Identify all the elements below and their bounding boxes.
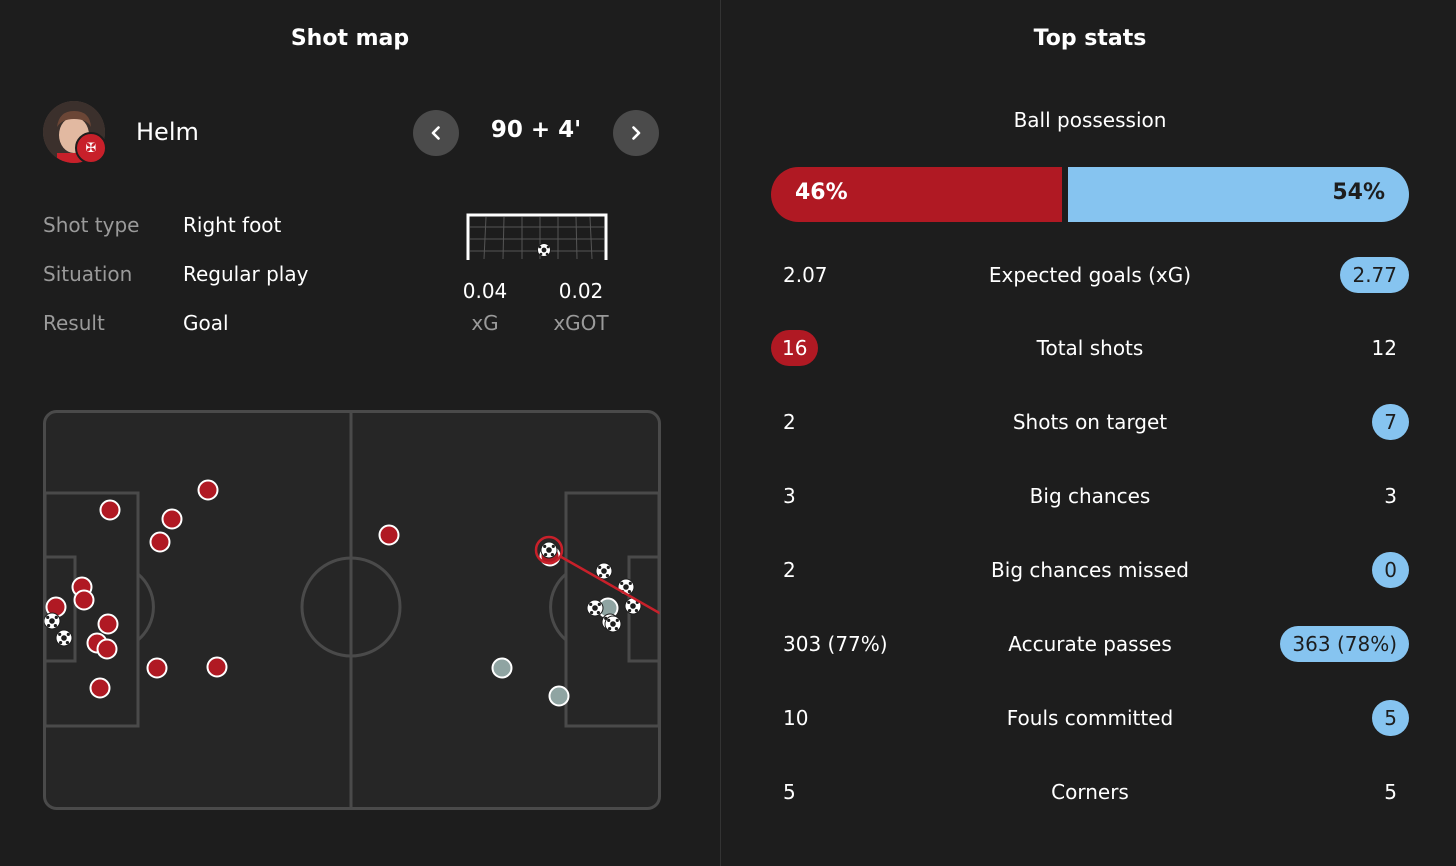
shot-type-label: Shot type xyxy=(43,213,140,237)
home-shot-marker[interactable] xyxy=(206,656,228,678)
stat-name: Big chances missed xyxy=(991,558,1189,582)
stat-row: 5 Corners 5 xyxy=(771,772,1409,812)
stat-away-value: 0 xyxy=(1372,552,1409,588)
home-shot-marker[interactable] xyxy=(73,589,95,611)
stat-away-value: 7 xyxy=(1372,404,1409,440)
selected-shot-ball-icon[interactable] xyxy=(540,541,558,559)
home-shot-marker[interactable] xyxy=(89,677,111,699)
shot-trajectory-line xyxy=(548,548,660,617)
xg-label: xG xyxy=(471,311,499,335)
goal-ball-icon[interactable] xyxy=(44,612,61,630)
home-shot-marker[interactable] xyxy=(99,499,121,521)
possession-home-value: 46% xyxy=(795,180,848,205)
shot-map-pitch xyxy=(43,410,661,810)
home-shot-marker[interactable] xyxy=(161,508,183,530)
goal-ball-icon[interactable] xyxy=(595,562,613,580)
home-shot-marker[interactable] xyxy=(146,657,168,679)
situation-value: Regular play xyxy=(183,262,309,286)
home-shot-marker[interactable] xyxy=(149,531,171,553)
player-name[interactable]: Helm xyxy=(136,118,199,146)
stat-home-value: 3 xyxy=(783,484,796,508)
stat-away-value: 3 xyxy=(1384,484,1397,508)
next-shot-button[interactable] xyxy=(613,110,659,156)
top-stats-title: Top stats xyxy=(1033,26,1147,51)
stat-away-value: 2.77 xyxy=(1340,257,1409,293)
possession-away-value: 54% xyxy=(1332,180,1385,205)
goal-ball-icon xyxy=(537,243,551,257)
stat-home-value: 2.07 xyxy=(783,263,828,287)
stat-name: Fouls committed xyxy=(1006,706,1174,730)
chevron-right-icon xyxy=(632,126,641,140)
shot-minute: 90 + 4' xyxy=(490,117,582,143)
stat-home-value: 16 xyxy=(771,330,819,366)
away-shot-marker[interactable] xyxy=(548,685,570,707)
home-shot-marker[interactable] xyxy=(378,524,400,546)
situation-label: Situation xyxy=(43,262,133,286)
stat-row: 10 Fouls committed 5 xyxy=(771,698,1409,738)
possession-label: Ball possession xyxy=(1013,108,1167,132)
possession-home-segment: 46% xyxy=(771,167,1062,222)
stat-home-value: 2 xyxy=(783,558,796,582)
stat-away-value: 363 (78%) xyxy=(1280,626,1409,662)
result-label: Result xyxy=(43,311,105,335)
stat-row: 303 (77%) Accurate passes 363 (78%) xyxy=(771,624,1409,664)
xgot-label: xGOT xyxy=(553,311,609,335)
stat-away-value: 12 xyxy=(1371,336,1397,360)
stat-away-value: 5 xyxy=(1372,700,1409,736)
xgot-value: 0.02 xyxy=(558,279,604,303)
chevron-left-icon xyxy=(431,126,440,140)
club-badge-icon: ✠ xyxy=(75,132,107,164)
xg-value: 0.04 xyxy=(462,279,508,303)
home-shot-marker[interactable] xyxy=(197,479,219,501)
stat-away-value: 5 xyxy=(1384,780,1397,804)
stat-name: Corners xyxy=(1051,780,1129,804)
goal-ball-icon[interactable] xyxy=(55,629,73,647)
stat-name: Big chances xyxy=(1029,484,1151,508)
selected-shot-ring[interactable] xyxy=(534,535,564,565)
goal-ball-icon[interactable] xyxy=(586,599,604,617)
home-shot-marker[interactable] xyxy=(97,613,119,635)
stat-home-value: 5 xyxy=(783,780,796,804)
stat-name: Shots on target xyxy=(1012,410,1168,434)
result-value: Goal xyxy=(183,311,229,335)
stat-name: Expected goals (xG) xyxy=(988,263,1192,287)
stat-row: 2 Big chances missed 0 xyxy=(771,550,1409,590)
possession-away-segment: 54% xyxy=(1068,167,1409,222)
stat-row: 16 Total shots 12 xyxy=(771,328,1409,368)
stat-name: Total shots xyxy=(1036,336,1144,360)
stat-row: 2 Shots on target 7 xyxy=(771,402,1409,442)
previous-shot-button[interactable] xyxy=(413,110,459,156)
stat-row: 3 Big chances 3 xyxy=(771,476,1409,516)
panel-divider xyxy=(720,0,721,866)
goal-ball-icon[interactable] xyxy=(604,615,622,633)
away-shot-marker[interactable] xyxy=(491,657,513,679)
home-shot-marker[interactable] xyxy=(96,638,118,660)
shot-map-title: Shot map xyxy=(290,26,410,51)
stat-home-value: 2 xyxy=(783,410,796,434)
shot-type-value: Right foot xyxy=(183,213,282,237)
possession-bar: 46% 54% xyxy=(771,167,1409,222)
stat-home-value: 303 (77%) xyxy=(783,632,888,656)
stat-name: Accurate passes xyxy=(1008,632,1172,656)
goal-frame-diagram xyxy=(466,213,608,260)
stat-row: 2.07 Expected goals (xG) 2.77 xyxy=(771,255,1409,295)
stat-home-value: 10 xyxy=(783,706,809,730)
